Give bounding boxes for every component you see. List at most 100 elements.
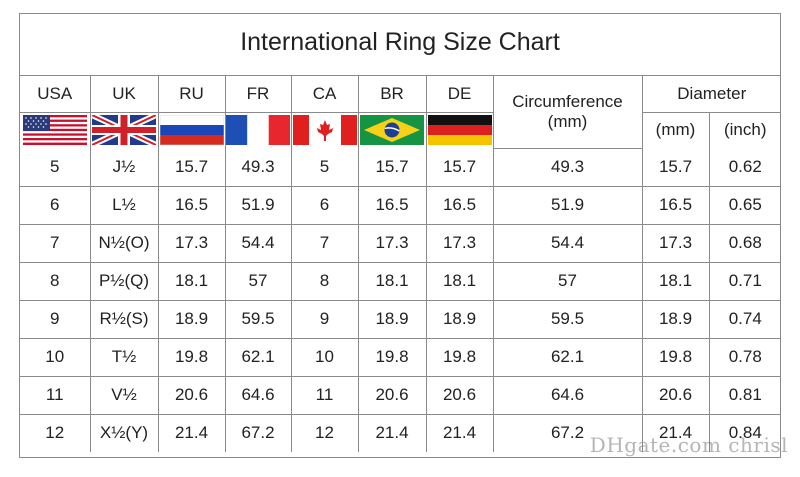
cell-usa: 9	[20, 299, 91, 339]
cell-circ: 67.2	[492, 413, 643, 452]
table-row: 5 J½ 15.7 49.3 5 15.7 15.7 49.3 15.7 0.62	[20, 148, 781, 187]
cell-usa: 5	[20, 148, 91, 187]
cell-br: 17.3	[357, 223, 427, 263]
cell-ru: 20.6	[157, 375, 226, 415]
cell-circ: 54.4	[492, 223, 643, 263]
canada-flag-icon	[292, 115, 357, 146]
cell-dmm: 18.9	[641, 299, 710, 339]
table-row: 9 R½(S) 18.9 59.5 9 18.9 18.9 59.5 18.9 0.74	[20, 299, 781, 339]
cell-ru: 15.7	[157, 148, 226, 187]
col-header-fr: FR	[224, 76, 292, 113]
col-header-diameter: Diameter	[641, 76, 781, 113]
ring-size-chart: International Ring Size Chart USA UK RU …	[19, 13, 781, 458]
col-header-br: BR	[357, 76, 427, 113]
cell-circ: 49.3	[492, 148, 643, 187]
cell-dmm: 21.4	[641, 413, 710, 452]
table-row: 10 T½ 19.8 62.1 10 19.8 19.8 62.1 19.8 0.78	[20, 337, 781, 377]
cell-circ: 62.1	[492, 337, 643, 377]
col-header-diameter-mm: (mm)	[641, 111, 710, 148]
cell-uk: P½(Q)	[89, 261, 159, 301]
cell-uk: T½	[89, 337, 159, 377]
uk-flag-icon	[92, 115, 156, 146]
cell-br: 15.7	[357, 148, 427, 187]
cell-fr: 49.3	[224, 148, 292, 187]
chart-title: International Ring Size Chart	[20, 14, 780, 76]
cell-din: 0.78	[708, 337, 781, 377]
cell-dmm: 20.6	[641, 375, 710, 415]
cell-fr: 51.9	[224, 185, 292, 225]
cell-dmm: 17.3	[641, 223, 710, 263]
cell-ca: 12	[290, 413, 359, 452]
circumference-unit: (mm)	[547, 111, 588, 131]
brazil-flag-icon	[360, 115, 424, 146]
cell-fr: 64.6	[224, 375, 292, 415]
cell-usa: 7	[20, 223, 91, 263]
table-row: 11 V½ 20.6 64.6 11 20.6 20.6 64.6 20.6 0.81	[20, 375, 781, 415]
cell-uk: V½	[89, 375, 159, 415]
cell-usa: 6	[20, 185, 91, 225]
cell-dmm: 16.5	[641, 185, 710, 225]
cell-de: 18.1	[425, 261, 494, 301]
table-row: 8 P½(Q) 18.1 57 8 18.1 18.1 57 18.1 0.71	[20, 261, 781, 301]
header-row: USA UK RU FR CA BR DE Circumference (mm)…	[20, 76, 781, 149]
cell-de: 16.5	[425, 185, 494, 225]
col-header-de: DE	[425, 76, 494, 113]
size-rows: 5 J½ 15.7 49.3 5 15.7 15.7 49.3 15.7 0.62 6 L½ 16.5 5…	[20, 148, 781, 452]
cell-circ: 51.9	[492, 185, 643, 225]
cell-ca: 5	[290, 148, 359, 187]
cell-dmm: 19.8	[641, 337, 710, 377]
table-row: 6 L½ 16.5 51.9 6 16.5 16.5 51.9 16.5 0.65	[20, 185, 781, 225]
col-header-ca: CA	[290, 76, 359, 113]
cell-br: 19.8	[357, 337, 427, 377]
russia-flag-icon	[159, 115, 224, 146]
cell-fr: 59.5	[224, 299, 292, 339]
cell-din: 0.71	[708, 261, 781, 301]
cell-dmm: 15.7	[641, 148, 710, 187]
cell-din: 0.74	[708, 299, 781, 339]
cell-din: 0.84	[708, 413, 781, 452]
cell-fr: 67.2	[224, 413, 292, 452]
cell-br: 18.9	[357, 299, 427, 339]
cell-din: 0.81	[708, 375, 781, 415]
cell-br: 16.5	[357, 185, 427, 225]
cell-de: 21.4	[425, 413, 494, 452]
cell-din: 0.62	[708, 148, 781, 187]
germany-flag-icon	[427, 115, 492, 146]
cell-ca: 7	[290, 223, 359, 263]
cell-ca: 6	[290, 185, 359, 225]
table-row: 7 N½(O) 17.3 54.4 7 17.3 17.3 54.4 17.3 0.68	[20, 223, 781, 263]
flag-row: (mm) (inch)	[20, 111, 781, 148]
size-table: USA UK RU FR CA BR DE Circumference (mm)…	[20, 76, 781, 452]
cell-usa: 10	[20, 337, 91, 377]
cell-din: 0.65	[708, 185, 781, 225]
cell-usa: 8	[20, 261, 91, 301]
cell-ru: 18.1	[157, 261, 226, 301]
cell-de: 20.6	[425, 375, 494, 415]
col-header-ru: RU	[157, 76, 226, 113]
cell-uk: X½(Y)	[89, 413, 159, 452]
cell-uk: L½	[89, 185, 159, 225]
table-row: 12 X½(Y) 21.4 67.2 12 21.4 21.4 67.2 21.4 0.84	[20, 413, 781, 452]
cell-br: 21.4	[357, 413, 427, 452]
cell-circ: 64.6	[492, 375, 643, 415]
cell-usa: 12	[20, 413, 91, 452]
cell-de: 18.9	[425, 299, 494, 339]
circumference-label: Circumference	[512, 91, 623, 111]
cell-dmm: 18.1	[641, 261, 710, 301]
cell-ca: 8	[290, 261, 359, 301]
cell-fr: 62.1	[224, 337, 292, 377]
cell-uk: J½	[89, 148, 159, 187]
cell-uk: N½(O)	[89, 223, 159, 263]
cell-ca: 10	[290, 337, 359, 377]
cell-usa: 11	[20, 375, 91, 415]
usa-flag-icon	[22, 115, 87, 146]
col-header-uk: UK	[89, 76, 159, 113]
france-flag-icon	[226, 115, 290, 146]
watermark: DHgate.com chrisl	[589, 433, 788, 457]
cell-de: 17.3	[425, 223, 494, 263]
cell-br: 18.1	[357, 261, 427, 301]
col-header-circumference: Circumference (mm)	[492, 76, 643, 149]
cell-ca: 9	[290, 299, 359, 339]
cell-circ: 59.5	[492, 299, 643, 339]
cell-ru: 17.3	[157, 223, 226, 263]
